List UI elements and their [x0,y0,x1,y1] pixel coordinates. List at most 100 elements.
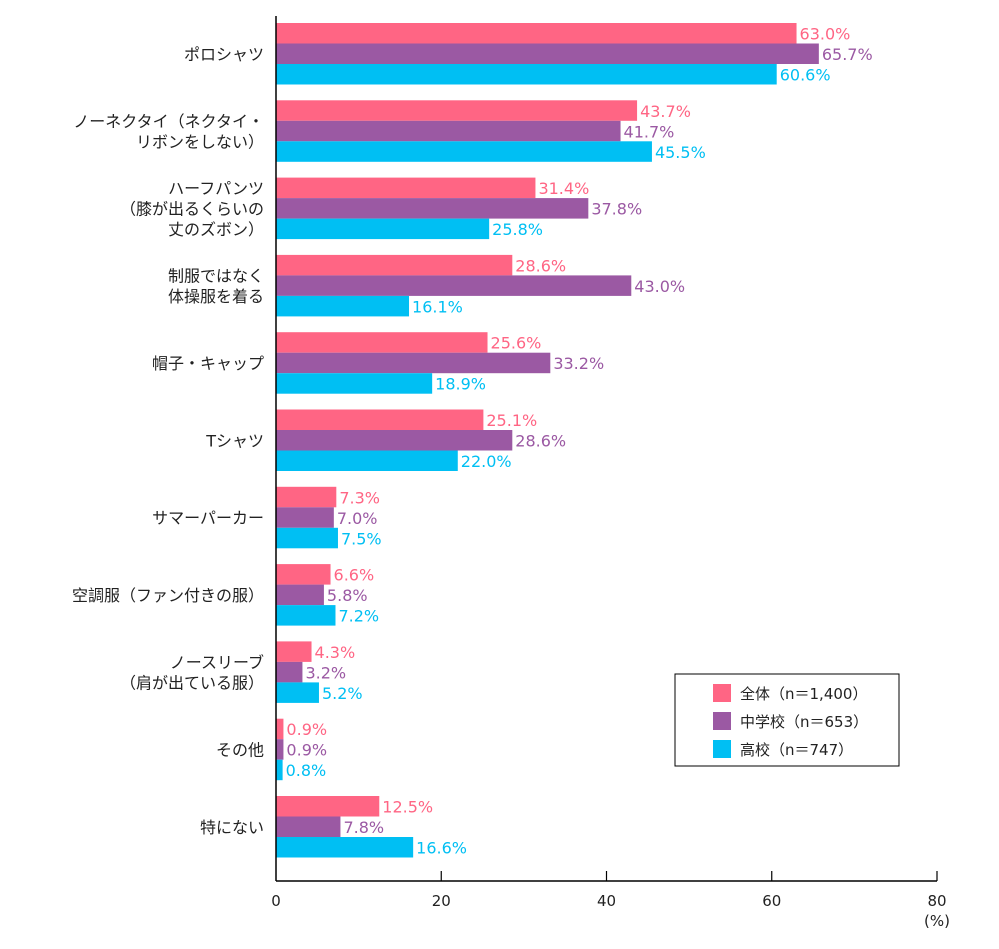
bar [276,584,324,606]
data-label: 22.0% [461,452,512,471]
bar [276,605,336,626]
bar [276,120,621,142]
bar [276,796,380,817]
category-label: 丈のズボン） [168,220,264,239]
legend-box [674,673,900,767]
bar [276,430,513,451]
category-label: 特にない [200,818,264,837]
data-label: 16.1% [412,297,463,316]
category-label: （膝が出るくらいの [120,199,264,218]
bar [276,759,283,781]
data-label: 3.2% [305,663,346,682]
data-label: 60.6% [780,66,831,85]
bar [276,739,284,760]
bar [276,64,777,85]
data-label: 28.6% [515,432,566,451]
bar [276,718,284,740]
unit-label: (%) [924,912,950,930]
legend-swatch [713,684,731,702]
bar [276,23,797,44]
bar [276,507,334,528]
bar [276,682,319,703]
bar [276,527,338,549]
data-label: 41.7% [624,122,675,141]
data-label: 7.5% [341,529,382,548]
bar [276,816,341,837]
bar [276,486,337,508]
data-label: 7.8% [343,818,384,837]
legend-swatch [713,740,731,758]
data-label: 28.6% [515,256,566,275]
data-label: 16.6% [416,839,467,858]
data-label: 6.6% [334,566,375,585]
data-label: 0.8% [286,761,327,780]
bar [276,641,312,662]
bar [276,837,414,858]
data-label: 63.0% [800,25,851,44]
category-label: （肩が出ている服） [120,673,264,692]
category-label: Tシャツ [205,431,264,450]
bar [276,332,488,353]
data-label: 65.7% [822,45,873,64]
data-label: 7.3% [339,488,380,507]
category-label: サマーパーカー [152,509,264,528]
category-label: ポロシャツ [184,45,264,64]
data-label: 0.9% [286,741,327,760]
category-label: リボンをしない） [136,132,264,151]
data-label: 25.6% [491,334,542,353]
category-label: ノースリーブ [170,653,264,672]
x-axis: 0 20 40 60 80 (%) [271,16,950,930]
data-label: 12.5% [382,798,433,817]
bar [276,218,490,240]
data-label: 33.2% [553,354,604,373]
legend-label: 中学校（n＝653） [740,713,868,731]
legend: 全体（n＝1,400） 中学校（n＝653） 高校（n＝747） [674,673,900,767]
bar [276,100,638,121]
data-label: 45.5% [655,143,706,162]
data-label: 25.8% [492,220,543,239]
category-label: 帽子・キャップ [152,354,264,373]
data-label: 43.0% [634,277,685,296]
data-label: 25.1% [486,411,537,430]
bar [276,661,303,683]
data-label: 5.8% [327,586,368,605]
bar [276,275,632,296]
legend-swatch [713,712,731,730]
category-label: ハーフパンツ [168,179,264,198]
bar [276,295,410,317]
data-label: 4.3% [315,643,356,662]
bar [276,409,484,430]
bar [276,198,589,219]
x-tick-label: 80 [927,892,946,910]
bar [276,43,819,64]
bar [276,141,652,162]
category-label: 空調服（ファン付きの服） [72,586,264,605]
x-tick-label: 40 [597,892,616,910]
x-tick-label: 20 [432,892,451,910]
category-label: 体操服を着る [168,287,264,306]
data-label: 7.0% [337,509,378,528]
data-label: 5.2% [322,684,363,703]
data-label: 31.4% [538,179,589,198]
data-label: 18.9% [435,375,486,394]
bar [276,373,433,394]
bar [276,450,458,471]
legend-label: 高校（n＝747） [740,741,853,759]
data-label: 7.2% [338,607,379,626]
bar [276,352,551,374]
x-tick-label: 0 [271,892,281,910]
bar [276,564,331,585]
category-label: ノーネクタイ（ネクタイ・ [73,112,264,131]
value-labels: 63.0%65.7% 60.6% 43.7%41.7% 45.5% 31.4%37.8%… [286,25,873,858]
x-tick-label: 60 [762,892,781,910]
data-label: 0.9% [286,720,327,739]
category-label: その他 [216,740,264,759]
bar [276,254,513,276]
bars-layer [276,23,819,858]
category-label: 制服ではなく [168,266,264,285]
bar [276,177,536,199]
legend-label: 全体（n＝1,400） [740,685,867,703]
data-label: 43.7% [640,102,691,121]
